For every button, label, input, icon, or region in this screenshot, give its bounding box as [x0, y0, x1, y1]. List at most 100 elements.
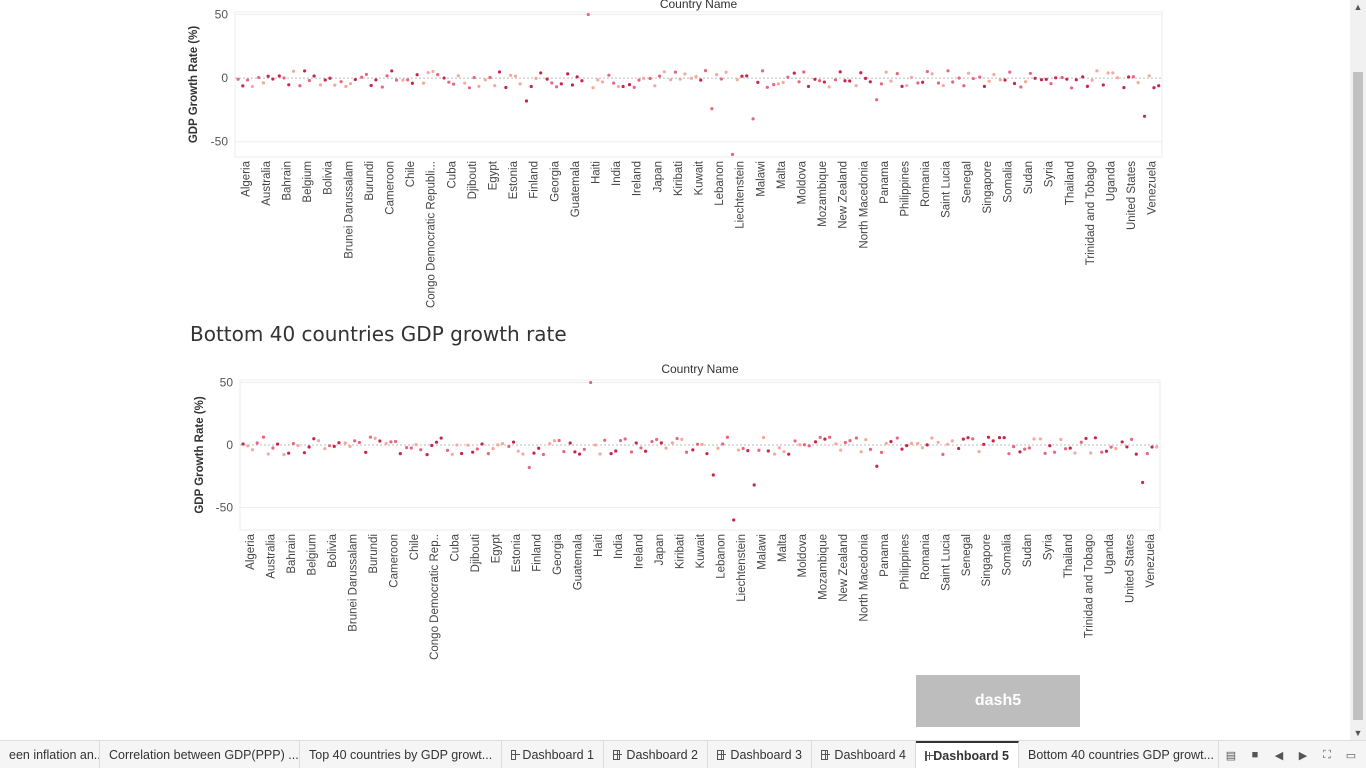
data-point[interactable]	[337, 441, 341, 445]
data-point[interactable]	[793, 439, 797, 443]
presentation-icon[interactable]: ▭	[1345, 749, 1357, 762]
data-point[interactable]	[806, 84, 811, 89]
data-point[interactable]	[456, 74, 460, 78]
data-point[interactable]	[455, 443, 459, 447]
previous-tab-icon[interactable]: ◀	[1274, 749, 1284, 762]
data-point[interactable]	[966, 436, 970, 440]
data-point[interactable]	[593, 443, 597, 447]
data-point[interactable]	[393, 439, 398, 444]
data-point[interactable]	[1095, 69, 1099, 73]
data-point[interactable]	[271, 77, 275, 81]
data-point[interactable]	[466, 443, 470, 447]
data-point[interactable]	[1136, 81, 1140, 85]
data-point[interactable]	[521, 452, 525, 456]
data-point[interactable]	[691, 448, 695, 452]
data-point[interactable]	[261, 435, 266, 439]
data-point[interactable]	[662, 70, 666, 74]
data-point[interactable]	[414, 443, 418, 447]
data-point[interactable]	[255, 441, 259, 445]
data-point[interactable]	[518, 82, 522, 86]
data-point[interactable]	[312, 74, 316, 78]
fullscreen-icon[interactable]: ⛶	[1323, 748, 1331, 761]
data-point[interactable]	[442, 76, 446, 80]
data-point[interactable]	[339, 80, 343, 84]
data-point[interactable]	[1152, 86, 1156, 90]
data-point[interactable]	[430, 443, 434, 448]
data-point[interactable]	[394, 78, 399, 82]
data-point[interactable]	[905, 443, 909, 448]
data-point[interactable]	[483, 78, 487, 82]
data-point[interactable]	[930, 72, 934, 76]
data-point[interactable]	[276, 442, 280, 446]
data-point[interactable]	[1059, 437, 1063, 442]
data-point[interactable]	[982, 442, 986, 446]
data-point[interactable]	[637, 78, 641, 82]
data-point[interactable]	[930, 436, 934, 440]
data-point[interactable]	[695, 442, 700, 446]
data-point[interactable]	[740, 74, 744, 78]
data-point[interactable]	[562, 450, 566, 454]
data-point[interactable]	[369, 83, 373, 88]
data-point[interactable]	[1122, 85, 1126, 90]
data-point[interactable]	[1125, 445, 1129, 449]
data-point[interactable]	[344, 84, 348, 89]
data-point[interactable]	[684, 450, 689, 454]
data-point[interactable]	[1115, 76, 1120, 80]
data-point[interactable]	[1003, 78, 1007, 82]
data-point[interactable]	[398, 452, 402, 456]
tab-dashboard-4[interactable]: Dashboard 4	[812, 741, 916, 768]
data-point[interactable]	[1085, 84, 1090, 88]
data-point[interactable]	[715, 72, 719, 77]
data-point[interactable]	[257, 75, 261, 80]
data-point[interactable]	[802, 443, 807, 447]
data-point[interactable]	[303, 69, 307, 73]
data-point[interactable]	[287, 451, 291, 455]
data-point[interactable]	[838, 70, 842, 74]
data-point[interactable]	[925, 69, 929, 74]
data-point[interactable]	[941, 452, 945, 457]
data-point[interactable]	[241, 442, 245, 446]
data-point[interactable]	[848, 79, 852, 83]
data-point[interactable]	[541, 452, 545, 457]
data-point[interactable]	[868, 447, 873, 451]
data-point[interactable]	[757, 448, 761, 452]
data-point[interactable]	[905, 83, 909, 88]
data-point[interactable]	[302, 451, 306, 455]
data-point[interactable]	[627, 83, 632, 87]
data-point[interactable]	[1079, 440, 1083, 444]
data-point[interactable]	[752, 483, 756, 487]
data-point[interactable]	[504, 85, 508, 90]
data-point[interactable]	[1127, 75, 1131, 79]
data-point[interactable]	[1101, 83, 1105, 87]
data-point[interactable]	[307, 78, 311, 83]
data-point[interactable]	[545, 77, 549, 81]
data-point[interactable]	[312, 437, 316, 441]
data-point[interactable]	[488, 75, 492, 80]
data-point[interactable]	[277, 74, 281, 78]
data-point[interactable]	[1024, 80, 1028, 84]
data-point[interactable]	[368, 435, 373, 439]
data-point[interactable]	[659, 441, 663, 445]
data-point[interactable]	[410, 81, 414, 85]
data-point[interactable]	[987, 79, 991, 83]
data-point[interactable]	[822, 80, 826, 84]
data-point[interactable]	[291, 69, 296, 73]
data-point[interactable]	[559, 82, 563, 86]
data-point[interactable]	[1131, 75, 1135, 79]
data-point[interactable]	[900, 447, 904, 451]
data-point[interactable]	[909, 75, 914, 80]
data-point[interactable]	[971, 76, 975, 81]
data-point[interactable]	[863, 76, 868, 80]
data-point[interactable]	[680, 437, 684, 441]
data-point[interactable]	[1012, 81, 1017, 86]
data-point[interactable]	[916, 441, 920, 446]
data-point[interactable]	[241, 84, 245, 88]
data-point[interactable]	[848, 439, 852, 443]
data-point[interactable]	[884, 70, 888, 74]
data-point[interactable]	[1023, 447, 1027, 451]
data-point[interactable]	[591, 86, 595, 90]
data-point[interactable]	[548, 441, 552, 446]
tab-sheet-bottom-40[interactable]: Bottom 40 countries GDP growt...	[1019, 741, 1219, 768]
data-point[interactable]	[582, 447, 586, 451]
data-point[interactable]	[879, 82, 884, 86]
